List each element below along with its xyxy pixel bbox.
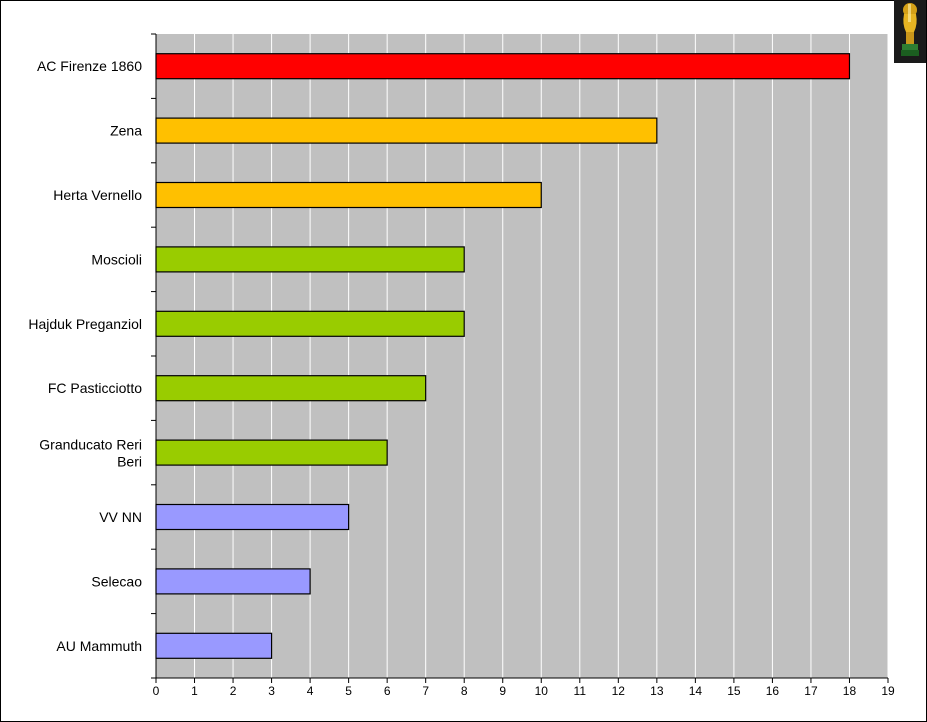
x-tick-label: 12 [612,684,626,698]
x-tick-label: 16 [766,684,780,698]
x-tick-label: 4 [307,684,314,698]
x-tick-label: 3 [268,684,275,698]
category-label: Granducato Reri Beri [39,437,142,470]
bar [155,568,311,595]
category-label: Selecao [91,573,142,589]
category-label: Herta Vernello [53,187,142,203]
category-label: AC Firenze 1860 [37,58,142,74]
x-tick-label: 2 [230,684,237,698]
bar [155,117,658,144]
x-tick-label: 9 [499,684,506,698]
bar [155,181,542,209]
bar [155,53,851,80]
bar [155,439,388,466]
x-tick-label: 15 [727,684,741,698]
category-label: Moscioli [91,251,142,267]
x-tick-label: 5 [345,684,352,698]
x-tick-label: 1 [191,684,198,698]
bar [155,246,465,273]
x-tick-label: 11 [574,684,587,698]
x-tick-label: 19 [881,684,895,698]
bar [155,310,465,337]
x-tick-label: 13 [650,684,664,698]
bar [155,375,427,402]
trophy-icon [894,0,926,63]
x-tick-label: 18 [843,684,857,698]
x-tick-label: 6 [384,684,391,698]
category-label: AU Mammuth [56,638,142,654]
x-tick-label: 10 [535,684,549,698]
category-label: VV NN [99,509,142,525]
category-label: Hajduk Preganziol [28,316,142,332]
x-tick-label: 7 [422,684,429,698]
x-tick-label: 0 [153,684,160,698]
x-tick-label: 17 [804,684,818,698]
bar [155,503,350,531]
x-tick-label: 8 [461,684,468,698]
category-label: FC Pasticciotto [48,380,142,396]
category-label: Zena [110,123,142,139]
bar [155,632,273,659]
x-tick-label: 14 [689,684,703,698]
